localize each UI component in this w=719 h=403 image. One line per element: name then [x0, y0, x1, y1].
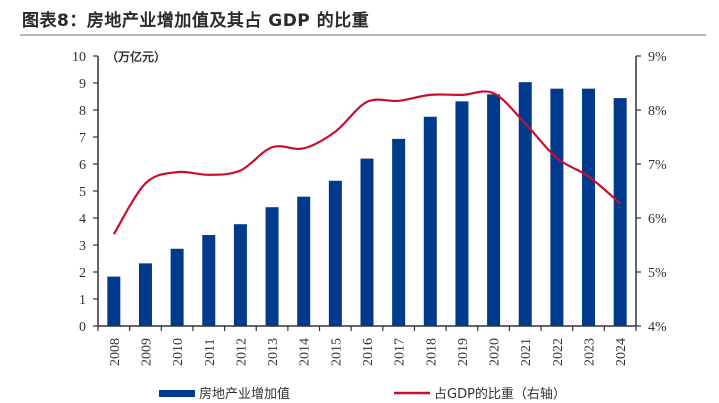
right-tick-label: 8%	[648, 104, 667, 119]
legend: 房地产业增加值 占GDP的比重（右轴）	[159, 386, 566, 402]
left-tick-label: 9	[79, 77, 86, 92]
left-tick-label: 3	[79, 239, 86, 254]
bar-2016	[360, 158, 374, 326]
bar-2022	[550, 88, 564, 326]
x-tick-label-2014: 2014	[298, 338, 313, 366]
left-tick-label: 10	[72, 50, 86, 65]
right-tick-label: 4%	[648, 320, 667, 335]
x-tick-label-2019: 2019	[456, 338, 471, 366]
left-tick-label: 4	[79, 212, 86, 227]
right-tick-label: 7%	[648, 158, 667, 173]
x-tick-label-2017: 2017	[393, 338, 408, 366]
left-tick-label: 7	[79, 131, 86, 146]
bar-2018	[423, 116, 437, 326]
bar-2015	[328, 180, 342, 326]
bar-2019	[455, 101, 469, 326]
bar-2013	[265, 207, 279, 326]
bar-2014	[297, 196, 311, 326]
x-tick-label-2009: 2009	[139, 338, 154, 366]
x-tick-label-2015: 2015	[329, 338, 344, 366]
bar-2012	[233, 224, 247, 326]
bar-2024	[613, 98, 627, 327]
left-tick-label: 8	[79, 104, 86, 119]
axes: 0 1 2 3 4 5 6 7 8 9 10 4% 5% 6% 7% 8% 9% 2008 2009 2010 2011…	[72, 50, 667, 366]
left-tick-label: 0	[79, 320, 86, 335]
legend-bar-label: 房地产业增加值	[199, 386, 290, 402]
bar-2023	[582, 88, 596, 326]
left-tick-label: 2	[79, 266, 86, 281]
x-tick-label-2020: 2020	[488, 338, 503, 366]
bar-2011	[202, 235, 216, 326]
x-tick-label-2012: 2012	[234, 338, 249, 366]
bar-2020	[487, 94, 501, 326]
x-tick-label-2018: 2018	[424, 338, 439, 366]
x-tick-label-2010: 2010	[171, 338, 186, 366]
line-series	[112, 90, 621, 235]
left-axis-unit-label: （万亿元）	[106, 49, 166, 64]
x-tick-label-2023: 2023	[583, 338, 598, 366]
right-tick-label: 5%	[648, 266, 667, 281]
x-tick-label-2008: 2008	[108, 338, 123, 366]
bar-2010	[170, 248, 184, 326]
bar-2008	[107, 276, 121, 326]
bar-2021	[518, 82, 532, 326]
bar-2009	[138, 263, 152, 326]
x-tick-label-2013: 2013	[266, 338, 281, 366]
x-tick-label-2022: 2022	[551, 338, 566, 366]
right-tick-label: 9%	[648, 50, 667, 65]
chart-title: 图表8：房地产业增加值及其占 GDP 的比重	[22, 11, 370, 31]
title-underline	[20, 34, 706, 36]
legend-bar-swatch	[159, 390, 195, 397]
x-tick-label-2021: 2021	[519, 338, 534, 366]
x-tick-label-2011: 2011	[203, 339, 218, 366]
bar-series	[107, 82, 627, 327]
left-tick-label: 6	[79, 158, 86, 173]
left-tick-label: 5	[79, 185, 86, 200]
right-tick-label: 6%	[648, 212, 667, 227]
x-tick-label-2024: 2024	[614, 338, 629, 366]
left-tick-label: 1	[79, 293, 86, 308]
x-tick-label-2016: 2016	[361, 338, 376, 366]
bar-2017	[392, 138, 406, 326]
legend-line-label: 占GDP的比重（右轴）	[434, 386, 566, 402]
